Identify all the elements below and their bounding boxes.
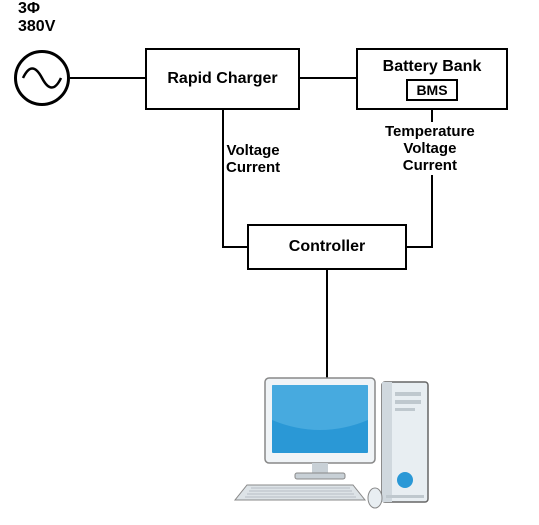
label-voltage-2: Voltage <box>385 140 475 157</box>
edge-battery-controller-h <box>407 246 433 248</box>
ac-source-phase: 3Φ <box>18 0 55 18</box>
ac-source-label: 3Φ 380V <box>18 0 55 36</box>
edge-label-temp-voltage-current: Temperature Voltage Current <box>385 122 475 175</box>
edge-charger-battery <box>300 77 356 79</box>
rapid-charger-node: Rapid Charger <box>145 48 300 110</box>
edge-source-charger <box>70 77 145 79</box>
battery-bank-node: Battery Bank BMS <box>356 48 508 110</box>
rapid-charger-label: Rapid Charger <box>167 70 277 88</box>
computer-icon <box>220 370 440 525</box>
label-temperature: Temperature <box>385 123 475 140</box>
ac-source-symbol <box>14 50 70 106</box>
ac-source-voltage: 380V <box>18 18 55 36</box>
label-current: Current <box>226 159 280 176</box>
edge-label-voltage-current: Voltage Current <box>226 141 280 177</box>
battery-bank-label: Battery Bank <box>383 58 482 76</box>
controller-label: Controller <box>289 238 365 256</box>
bms-box: BMS <box>406 79 457 101</box>
label-current-2: Current <box>385 157 475 174</box>
edge-controller-computer <box>326 270 328 380</box>
edge-charger-controller-h <box>222 246 247 248</box>
controller-node: Controller <box>247 224 407 270</box>
edge-charger-controller-v <box>222 110 224 246</box>
label-voltage: Voltage <box>226 142 280 159</box>
bms-label: BMS <box>416 82 447 98</box>
